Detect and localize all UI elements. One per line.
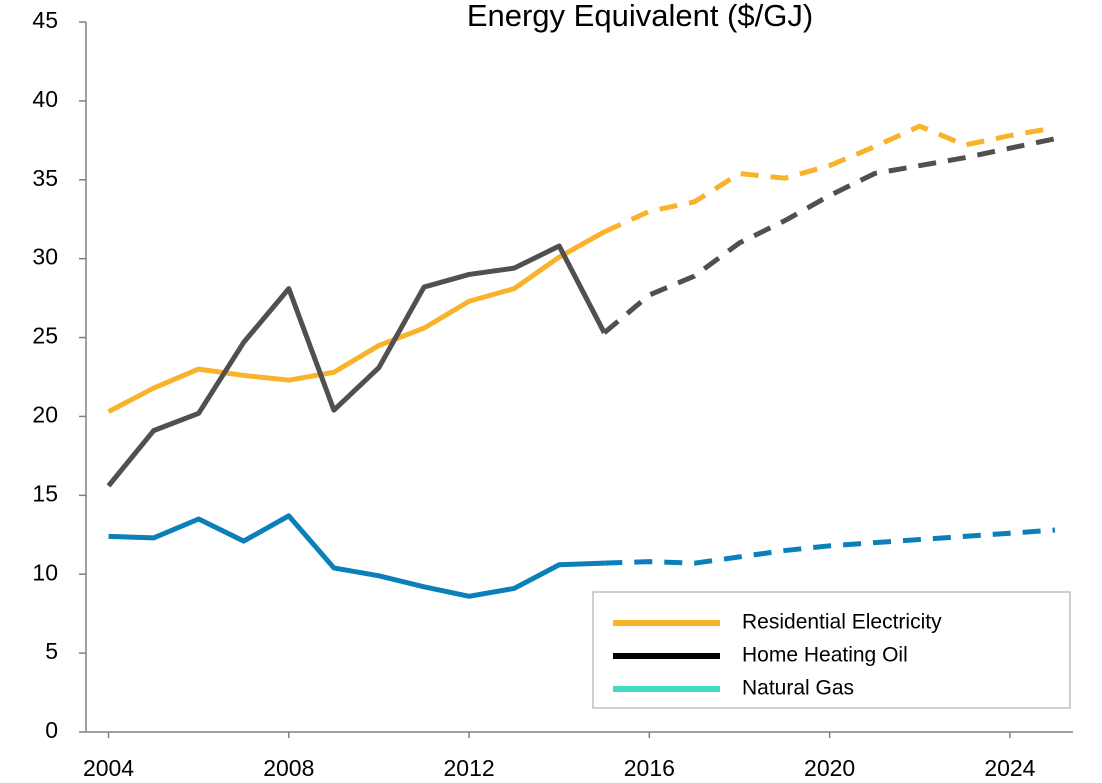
y-tick-label: 10 [32, 559, 58, 585]
legend-label: Home Heating Oil [742, 644, 908, 667]
x-tick-label: 2020 [804, 755, 855, 781]
x-tick-label: 2008 [263, 755, 314, 781]
line-projection [603, 123, 1056, 235]
y-tick-label: 25 [32, 323, 58, 349]
line-projection [604, 527, 1056, 566]
y-tick-label: 35 [32, 165, 58, 191]
legend-label: Natural Gas [742, 677, 854, 700]
y-tick-label: 15 [32, 480, 58, 506]
chart-title: Energy Equivalent ($/GJ) [467, 0, 813, 33]
y-tick-label: 40 [32, 86, 58, 112]
x-tick-label: 2004 [83, 755, 134, 781]
line-actual [108, 513, 605, 599]
line-actual [106, 243, 607, 488]
line-actual [107, 229, 606, 414]
x-tick-label: 2024 [984, 755, 1035, 781]
y-tick-label: 20 [32, 402, 58, 428]
x-tick-label: 2012 [443, 755, 494, 781]
y-tick-label: 45 [32, 7, 58, 33]
legend-label: Residential Electricity [742, 611, 942, 634]
x-tick-label: 2016 [624, 755, 675, 781]
y-tick-label: 0 [45, 717, 58, 743]
y-tick-label: 5 [45, 638, 58, 664]
line-projection [602, 136, 1056, 335]
y-tick-label: 30 [32, 244, 58, 270]
